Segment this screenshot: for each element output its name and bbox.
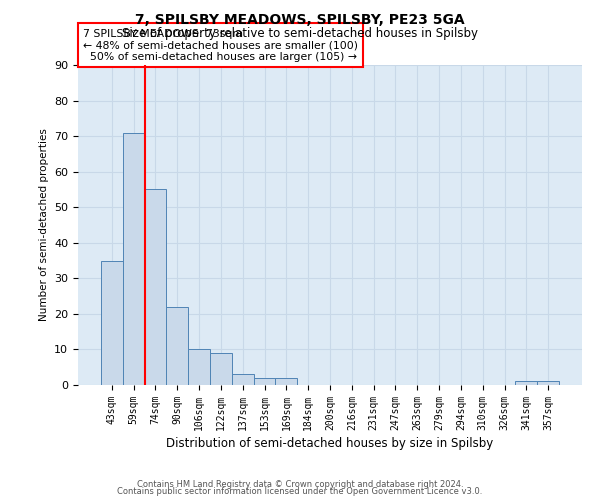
Bar — [145, 190, 166, 385]
Bar — [210, 353, 232, 385]
Bar — [101, 260, 123, 385]
Text: Contains HM Land Registry data © Crown copyright and database right 2024.: Contains HM Land Registry data © Crown c… — [137, 480, 463, 489]
Text: Size of property relative to semi-detached houses in Spilsby: Size of property relative to semi-detach… — [122, 28, 478, 40]
Bar — [232, 374, 254, 385]
Bar — [188, 350, 210, 385]
Bar — [166, 307, 188, 385]
Text: 7 SPILSBY MEADOWS: 73sqm
← 48% of semi-detached houses are smaller (100)
  50% o: 7 SPILSBY MEADOWS: 73sqm ← 48% of semi-d… — [83, 28, 358, 62]
Text: 7, SPILSBY MEADOWS, SPILSBY, PE23 5GA: 7, SPILSBY MEADOWS, SPILSBY, PE23 5GA — [135, 12, 465, 26]
Bar — [123, 132, 145, 385]
Bar — [275, 378, 297, 385]
Text: Contains public sector information licensed under the Open Government Licence v3: Contains public sector information licen… — [118, 488, 482, 496]
Y-axis label: Number of semi-detached properties: Number of semi-detached properties — [38, 128, 49, 322]
Bar — [515, 382, 537, 385]
Bar — [254, 378, 275, 385]
X-axis label: Distribution of semi-detached houses by size in Spilsby: Distribution of semi-detached houses by … — [166, 437, 494, 450]
Bar — [537, 382, 559, 385]
